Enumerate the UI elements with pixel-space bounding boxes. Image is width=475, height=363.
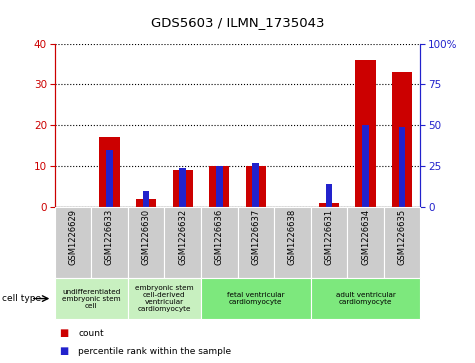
Text: percentile rank within the sample: percentile rank within the sample (78, 347, 231, 356)
Bar (99, 138, 120, 207)
Bar (392, 72, 412, 207)
Bar (274, 207, 311, 278)
Bar (253, 163, 259, 207)
Bar (384, 207, 420, 278)
Bar (246, 166, 266, 207)
Text: GSM1226637: GSM1226637 (251, 209, 260, 265)
Bar (311, 278, 420, 319)
Bar (136, 199, 156, 207)
Bar (201, 207, 238, 278)
Text: GSM1226631: GSM1226631 (324, 209, 333, 265)
Text: GSM1226633: GSM1226633 (105, 209, 114, 265)
Bar (106, 150, 113, 207)
Bar (362, 125, 369, 207)
Bar (399, 127, 405, 207)
Text: GDS5603 / ILMN_1735043: GDS5603 / ILMN_1735043 (151, 16, 324, 29)
Text: GSM1226630: GSM1226630 (142, 209, 151, 265)
Text: GSM1226636: GSM1226636 (215, 209, 224, 265)
Bar (326, 184, 332, 207)
Bar (91, 207, 128, 278)
Text: undifferentiated
embryonic stem
cell: undifferentiated embryonic stem cell (62, 289, 121, 309)
Bar (128, 207, 164, 278)
Bar (55, 278, 128, 319)
Bar (216, 166, 222, 207)
Text: GSM1226635: GSM1226635 (398, 209, 407, 265)
Text: count: count (78, 329, 104, 338)
Bar (201, 278, 311, 319)
Text: fetal ventricular
cardiomyocyte: fetal ventricular cardiomyocyte (227, 292, 285, 305)
Bar (180, 168, 186, 207)
Text: adult ventricular
cardiomyocyte: adult ventricular cardiomyocyte (335, 292, 396, 305)
Bar (311, 207, 347, 278)
Bar (238, 207, 274, 278)
Bar (347, 207, 384, 278)
Bar (172, 170, 193, 207)
Bar (143, 191, 149, 207)
Text: ■: ■ (59, 328, 68, 338)
Text: cell type: cell type (2, 294, 41, 303)
Bar (128, 278, 201, 319)
Bar (319, 203, 339, 207)
Text: embryonic stem
cell-derived
ventricular
cardiomyocyte: embryonic stem cell-derived ventricular … (135, 285, 194, 312)
Text: GSM1226632: GSM1226632 (178, 209, 187, 265)
Text: GSM1226634: GSM1226634 (361, 209, 370, 265)
Bar (164, 207, 201, 278)
Text: GSM1226629: GSM1226629 (68, 209, 77, 265)
Bar (355, 60, 376, 207)
Text: GSM1226638: GSM1226638 (288, 209, 297, 265)
Text: ■: ■ (59, 346, 68, 356)
Bar (55, 207, 91, 278)
Bar (209, 166, 229, 207)
